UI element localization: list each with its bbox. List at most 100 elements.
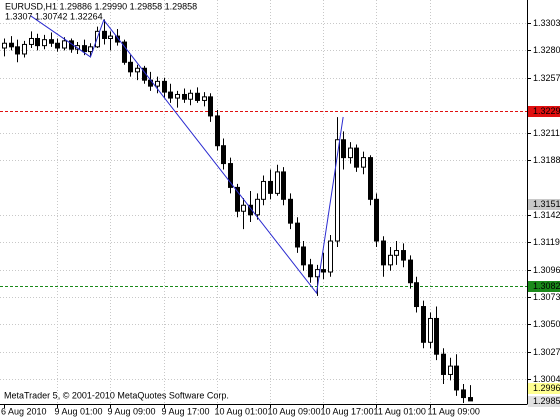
candle-body — [122, 41, 127, 63]
candle-body — [228, 163, 233, 188]
x-tick-label: 6 Aug 2010 — [1, 406, 47, 416]
level-label-bg — [528, 396, 560, 407]
candle-body — [281, 171, 286, 200]
candle-body — [394, 250, 399, 256]
x-tick-label: 10 Aug 09:00 — [268, 406, 321, 416]
candle-body — [215, 115, 220, 147]
x-tick-label: 11 Aug 09:00 — [428, 406, 480, 416]
candle-body — [235, 186, 240, 212]
candle-body — [388, 254, 393, 266]
candle-body — [182, 93, 187, 100]
candle-body — [55, 42, 60, 49]
candle-body — [22, 43, 27, 55]
candle-body — [255, 198, 260, 216]
y-tick-label: 1.32800 — [533, 45, 560, 55]
grid — [0, 0, 527, 404]
candle-body — [321, 269, 326, 273]
candle-body — [128, 61, 133, 73]
x-tick-label: 10 Aug 01:00 — [215, 406, 268, 416]
zigzag-line — [30, 15, 344, 295]
candle-body — [135, 67, 140, 73]
candle-body — [2, 42, 7, 49]
candle-body — [261, 180, 266, 200]
x-tick-label: 9 Aug 17:00 — [162, 406, 210, 416]
candle-body — [208, 96, 213, 117]
chart-subtitle: 1.3307 1.30742 1.32264 — [5, 11, 103, 21]
x-tick-label: 9 Aug 09:00 — [108, 406, 156, 416]
candle-body — [42, 39, 47, 47]
candle-body — [221, 145, 226, 165]
y-tick-label: 1.30040 — [533, 374, 560, 384]
candle-body — [401, 250, 406, 261]
candle-body — [368, 157, 373, 200]
level-label: 1.30825 — [533, 281, 560, 291]
candle-body — [62, 40, 67, 49]
x-tick-label: 9 Aug 01:00 — [55, 406, 103, 416]
candle-body — [95, 30, 100, 48]
candle-body — [82, 45, 87, 53]
candle-body — [241, 204, 246, 212]
candle-body — [408, 259, 413, 284]
y-tick-label: 1.32110 — [533, 128, 560, 138]
candle-body — [295, 222, 300, 248]
candle-body — [35, 37, 40, 47]
candle-body — [162, 80, 167, 93]
y-tick-label: 1.30960 — [533, 265, 560, 275]
chart-title: EURUSD,H1 1.29886 1.29990 1.29858 1.2985… — [5, 1, 197, 11]
y-tick-label: 1.30730 — [533, 292, 560, 302]
level-label-bg — [528, 106, 560, 117]
candle-body — [441, 353, 446, 375]
candle-body — [361, 157, 366, 168]
candle-body — [268, 180, 273, 194]
candle-body — [354, 147, 359, 168]
candle-body — [288, 198, 293, 224]
candle-body — [115, 35, 120, 43]
candle-body — [175, 93, 180, 99]
x-tick-label: 10 Aug 17:00 — [321, 406, 374, 416]
level-label-bg — [528, 199, 560, 210]
candle-body — [275, 171, 280, 194]
candle-body — [248, 204, 253, 216]
candle-body — [374, 198, 379, 242]
candle-body — [461, 389, 466, 399]
level-label-bg — [528, 383, 560, 394]
candle-body — [15, 46, 20, 55]
marks — [2, 15, 473, 404]
candle-body — [168, 91, 173, 99]
candle-body — [308, 264, 313, 278]
candle-body — [202, 96, 207, 101]
level-label-bg — [528, 281, 560, 292]
candle-body — [108, 35, 113, 39]
candle-body — [195, 92, 200, 101]
level-label: 1.29966 — [533, 383, 560, 393]
level-label: 1.32290 — [533, 106, 560, 116]
candle-body — [155, 80, 160, 87]
candle-body — [454, 365, 459, 391]
candle-body — [428, 317, 433, 343]
candle-body — [188, 92, 193, 100]
candle-body — [448, 365, 453, 375]
candle-body — [434, 317, 439, 355]
y-tick-label: 1.33030 — [533, 18, 560, 28]
candle-body — [301, 246, 306, 266]
candle-body — [414, 282, 419, 308]
candle-body — [29, 37, 34, 45]
candle-body — [381, 240, 386, 266]
candle-body — [421, 306, 426, 343]
candle-body — [328, 240, 333, 273]
footer: MetaTrader 5, © 2001-2010 MetaQuotes Sof… — [4, 390, 229, 400]
candle-body — [88, 46, 93, 53]
y-tick-label: 1.31880 — [533, 155, 560, 165]
y-tick-label: 1.31420 — [533, 210, 560, 220]
x-tick-label: 11 Aug 01:00 — [374, 406, 426, 416]
candle-body — [49, 39, 54, 44]
level-label: 1.29858 — [533, 396, 560, 406]
candle-body — [102, 30, 107, 39]
candle-body — [468, 397, 473, 402]
y-tick-label: 1.30500 — [533, 319, 560, 329]
candle-body — [75, 45, 80, 50]
candle-body — [335, 139, 340, 242]
